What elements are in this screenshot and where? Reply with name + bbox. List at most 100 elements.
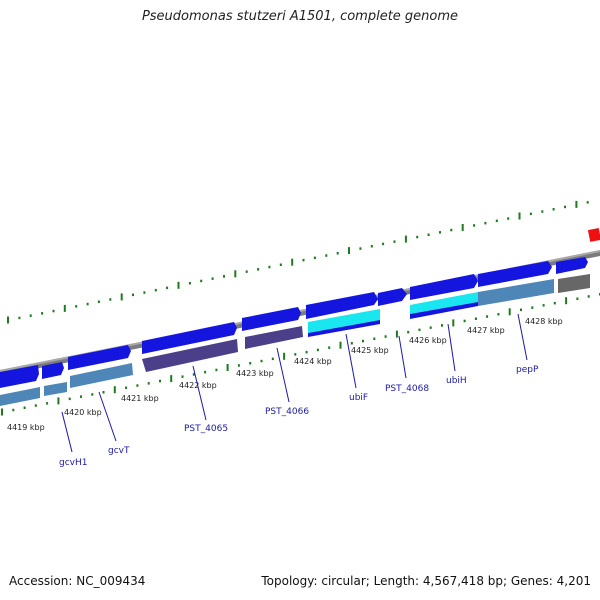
gene-label-pst-4065[interactable]: PST_4065 (184, 424, 228, 434)
minor-tick (553, 301, 556, 305)
gene-block[interactable] (70, 363, 133, 388)
gene-label-gcvt[interactable]: gcvT (108, 446, 130, 456)
minor-tick (80, 395, 82, 398)
gene-block[interactable] (142, 339, 238, 372)
gene-block[interactable] (308, 309, 380, 333)
major-tick (452, 319, 455, 327)
gene-label-gcvh1[interactable]: gcvH1 (59, 458, 87, 468)
minor-tick (362, 339, 364, 343)
gene-arrow[interactable] (378, 288, 407, 306)
major-tick (565, 297, 568, 305)
kbp-label: 4425 kbp (351, 346, 389, 355)
minor-tick (384, 335, 387, 338)
leader-line (398, 335, 407, 379)
inner-tick-ring (1, 293, 600, 416)
minor-tick (463, 319, 466, 323)
major-tick (1, 408, 3, 416)
gene-block[interactable] (308, 320, 380, 337)
gene-label-pst-4066[interactable]: PST_4066 (265, 407, 309, 417)
major-tick (177, 281, 180, 289)
gene-label-pst-4068[interactable]: PST_4068 (385, 384, 429, 394)
gene-block[interactable] (478, 279, 554, 306)
gene-arrow[interactable] (142, 322, 237, 354)
kbp-label: 4426 kbp (409, 336, 447, 345)
leader-line (345, 333, 357, 389)
gene-arrow[interactable] (42, 362, 64, 379)
leader-line (447, 323, 456, 372)
major-tick (120, 293, 123, 301)
minor-tick (97, 300, 100, 303)
minor-tick (495, 219, 498, 223)
gene-arrow[interactable] (410, 274, 478, 300)
minor-tick (328, 346, 331, 349)
major-tick (291, 258, 294, 266)
major-tick (113, 386, 116, 394)
minor-tick (46, 402, 49, 405)
minor-tick (211, 277, 214, 280)
gene-block[interactable] (44, 382, 67, 396)
minor-tick (192, 373, 195, 376)
gene-block[interactable] (245, 326, 303, 349)
minor-tick (245, 270, 248, 273)
major-tick (395, 330, 398, 338)
gene-block[interactable] (410, 302, 478, 319)
outer-tick-ring (7, 200, 589, 324)
accession-text: Accession: NC_009434 (9, 574, 146, 588)
minor-tick (154, 288, 157, 292)
minor-tick (166, 286, 169, 290)
gene-arrow[interactable] (0, 365, 39, 388)
minor-tick (86, 302, 89, 306)
major-tick (170, 375, 173, 383)
major-tick (575, 200, 578, 208)
minor-tick (450, 228, 453, 232)
major-tick (234, 270, 237, 278)
kbp-label: 4423 kbp (236, 369, 274, 378)
gene-block[interactable] (0, 387, 40, 406)
minor-tick (350, 342, 353, 345)
major-tick (508, 308, 511, 316)
minor-tick (23, 406, 26, 409)
minor-tick (223, 275, 225, 278)
gene-block[interactable] (410, 292, 478, 314)
minor-tick (325, 254, 328, 257)
major-tick (461, 224, 464, 231)
gene-label-pepp[interactable]: pepP (516, 365, 539, 375)
gene-arrow[interactable] (68, 345, 131, 370)
minor-tick (204, 370, 207, 374)
kbp-label: 4427 kbp (467, 326, 505, 335)
leader-line (276, 347, 290, 403)
gene-labels: gcvH1 gcvT PST_4065 PST_4066 ubiF PST_40… (59, 365, 539, 468)
major-tick (339, 341, 342, 349)
minor-tick (136, 384, 139, 387)
gene-arrow[interactable] (478, 261, 552, 287)
minor-tick (531, 306, 534, 309)
minor-tick (370, 245, 373, 248)
major-tick (348, 247, 350, 255)
gene-label-ubih[interactable]: ubiH (446, 376, 467, 386)
minor-tick (441, 324, 443, 327)
minor-tick (181, 375, 184, 378)
major-tick (226, 364, 229, 371)
gene-arrow[interactable] (306, 292, 378, 319)
minor-tick (91, 393, 94, 396)
minor-tick (484, 221, 487, 225)
minor-tick (429, 326, 432, 329)
minor-tick (109, 298, 112, 301)
minor-tick (75, 305, 78, 308)
minor-tick (552, 208, 555, 211)
minor-tick (416, 235, 419, 239)
minor-tick (147, 382, 150, 385)
minor-tick (541, 210, 544, 213)
gene-arrow[interactable] (556, 257, 588, 274)
minor-tick (143, 291, 146, 294)
gene-block[interactable] (558, 274, 590, 293)
gene-label-leaders (61, 313, 528, 453)
minor-tick (132, 293, 134, 297)
minor-tick (427, 233, 430, 236)
gene-label-ubif[interactable]: ubiF (349, 393, 368, 403)
minor-tick (373, 337, 376, 340)
minor-tick (393, 240, 396, 243)
marker-block (587, 227, 600, 242)
gene-arrow[interactable] (242, 307, 301, 331)
